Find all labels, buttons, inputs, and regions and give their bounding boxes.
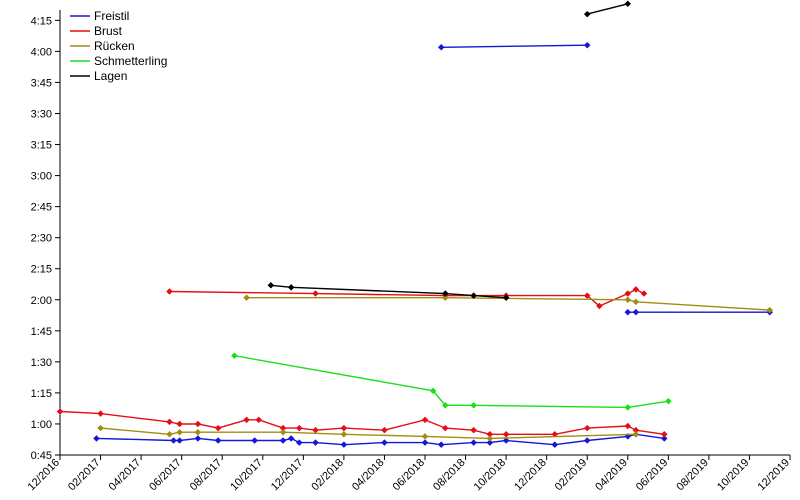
y-tick-label: 1:30 bbox=[31, 357, 52, 369]
legend-label: Brust bbox=[94, 24, 123, 38]
y-tick-label: 2:30 bbox=[31, 233, 52, 245]
y-tick-label: 3:30 bbox=[31, 108, 52, 120]
y-tick-label: 3:45 bbox=[31, 77, 52, 89]
legend-label: Schmetterling bbox=[94, 54, 167, 68]
legend-label: Freistil bbox=[94, 9, 129, 23]
legend-label: Rücken bbox=[94, 39, 135, 53]
y-tick-label: 4:15 bbox=[31, 15, 52, 27]
y-tick-label: 3:00 bbox=[31, 171, 52, 183]
y-tick-label: 2:15 bbox=[31, 264, 52, 276]
y-tick-label: 1:15 bbox=[31, 388, 52, 400]
legend-label: Lagen bbox=[94, 69, 127, 83]
y-tick-label: 2:45 bbox=[31, 202, 52, 214]
y-tick-label: 1:45 bbox=[31, 326, 52, 338]
y-tick-label: 3:15 bbox=[31, 140, 52, 152]
y-tick-label: 4:00 bbox=[31, 46, 52, 58]
time-series-chart: 0:451:001:151:301:452:002:152:302:453:00… bbox=[0, 0, 800, 500]
y-tick-label: 2:00 bbox=[31, 295, 52, 307]
y-tick-label: 1:00 bbox=[31, 419, 52, 431]
